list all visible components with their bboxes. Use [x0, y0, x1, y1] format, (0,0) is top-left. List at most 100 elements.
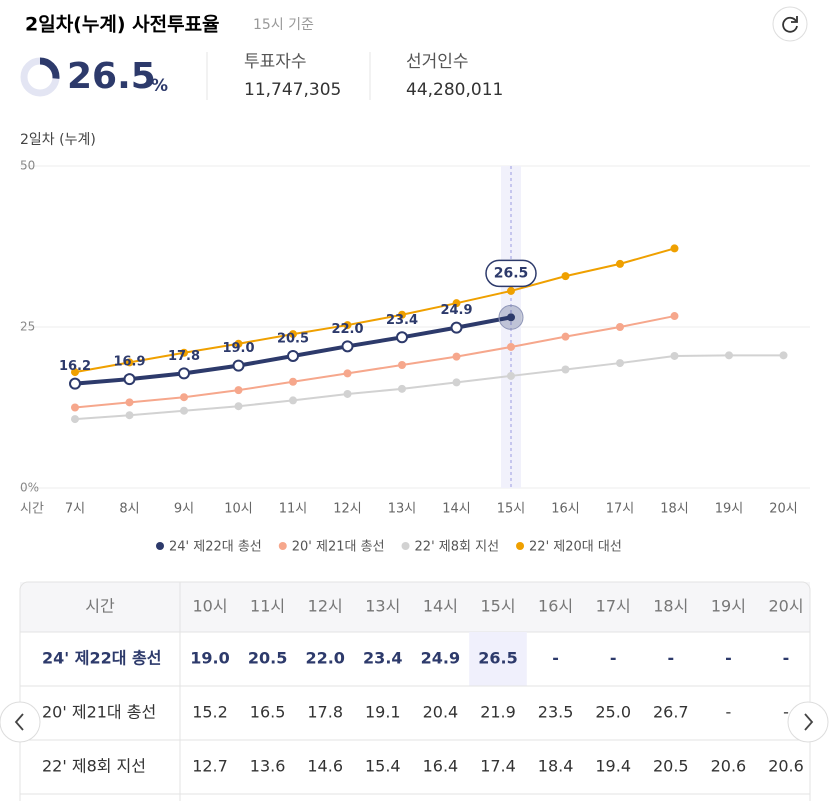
point	[725, 351, 733, 360]
point	[71, 368, 79, 377]
y-tick-label: 0%	[20, 481, 39, 495]
point	[616, 259, 624, 268]
unit: %	[151, 76, 168, 96]
value-label: 22.0	[331, 322, 363, 337]
point	[125, 411, 134, 420]
table-cell: 18.4	[538, 757, 574, 776]
table-cell: 25.0	[595, 703, 631, 722]
table-cell: 20.6	[711, 757, 747, 776]
highlight-band	[501, 166, 521, 488]
refresh-button[interactable]	[772, 6, 808, 42]
table-cell: 23.5	[538, 703, 574, 722]
legend-swatch	[516, 542, 525, 550]
table-cell: 15.2	[192, 703, 228, 722]
point	[289, 396, 297, 405]
value-label: 16.2	[59, 359, 91, 374]
point	[398, 384, 406, 393]
x-tick-label: 12시	[333, 502, 362, 517]
legend-label: 20' 제21대 총선	[292, 540, 385, 555]
next-button[interactable]	[787, 701, 829, 743]
table-cell: 24' 제22대 총선	[42, 649, 161, 668]
point	[452, 378, 461, 387]
voters: 11,747,305	[244, 80, 341, 100]
table-cell: 26.7	[653, 703, 689, 722]
legend-swatch	[401, 542, 410, 550]
point	[180, 348, 188, 357]
donut	[20, 57, 60, 97]
table-cell: 15.4	[365, 757, 401, 776]
table-cell: 19.1	[365, 703, 401, 722]
title: 2일차(누계) 사전투표율	[25, 14, 220, 36]
table-cell: 20' 제21대 총선	[42, 703, 156, 722]
legend-swatch	[278, 542, 287, 550]
point	[343, 321, 352, 330]
chart: 0% 25 50 7시 8시 9시 10시 11시 12시 13시 14시 15시 16시 17시 18시 1…	[20, 159, 810, 517]
point	[507, 286, 515, 295]
value-label: 24.9	[440, 303, 472, 318]
point	[398, 310, 406, 319]
table-cell: -	[725, 649, 732, 668]
table-cell: 23.4	[363, 649, 402, 668]
x-tick-label: 7시	[65, 502, 85, 517]
x-axis-title: 시간	[20, 502, 44, 517]
table-cell: 14.6	[307, 757, 343, 776]
table-cell: 26.5	[478, 649, 517, 668]
electors: 44,280,011	[406, 80, 503, 100]
point	[561, 365, 570, 374]
prev-button[interactable]	[0, 701, 41, 743]
point	[452, 299, 461, 308]
point	[616, 323, 624, 331]
point	[507, 313, 515, 322]
point	[287, 349, 299, 362]
table-header: 11시	[250, 597, 285, 616]
x-tick-label: 8시	[119, 502, 139, 517]
legend: 24' 제22대 총선 20' 제21대 총선 22' 제8회 지선 22' 제20대…	[156, 540, 622, 555]
value-label: 16.9	[113, 355, 145, 370]
point	[341, 340, 354, 353]
point	[289, 330, 297, 339]
table-cell: 12.7	[192, 757, 228, 776]
point	[398, 360, 406, 369]
x-tick-label: 9시	[174, 502, 194, 517]
table-cell: 22.0	[305, 649, 344, 668]
table-border	[19, 581, 811, 801]
table-cell: -	[552, 649, 559, 668]
point	[71, 415, 79, 424]
value-label: 23.4	[386, 313, 418, 328]
point	[180, 406, 188, 415]
table-cell: -	[783, 703, 789, 722]
series-line	[74, 354, 784, 421]
legend-swatch	[156, 542, 164, 550]
table-header: 16시	[538, 597, 573, 616]
point	[123, 373, 136, 386]
table-header: 12시	[308, 597, 343, 616]
table-header: 14시	[423, 597, 458, 616]
table-cell: 24.9	[421, 649, 460, 668]
point	[507, 342, 515, 351]
series-line	[74, 315, 675, 409]
x-tick-label: 19시	[715, 502, 744, 517]
point	[234, 402, 243, 411]
value-label: 17.8	[168, 349, 200, 364]
table-header: 10시	[192, 597, 227, 616]
point	[507, 371, 515, 380]
x-tick-label: 10시	[224, 502, 253, 517]
table-cell: 22' 제8회 지선	[42, 757, 146, 776]
legend-label: 22' 제8회 지선	[415, 540, 500, 555]
point	[616, 359, 624, 368]
table-cell: 16.5	[250, 703, 286, 722]
x-tick-label: 20시	[769, 502, 798, 517]
x-tick-label: 11시	[279, 502, 308, 517]
point	[670, 351, 679, 360]
table-cell: 17.8	[307, 703, 343, 722]
table-cell: 20.5	[653, 757, 689, 776]
legend-label: 22' 제20대 대선	[529, 540, 622, 555]
point	[396, 331, 408, 344]
point	[234, 386, 243, 395]
table-cell: -	[610, 649, 617, 668]
x-tick-label: 14시	[442, 502, 471, 517]
point	[450, 321, 463, 334]
y-tick-label: 50	[20, 159, 35, 173]
series-line	[74, 247, 675, 374]
